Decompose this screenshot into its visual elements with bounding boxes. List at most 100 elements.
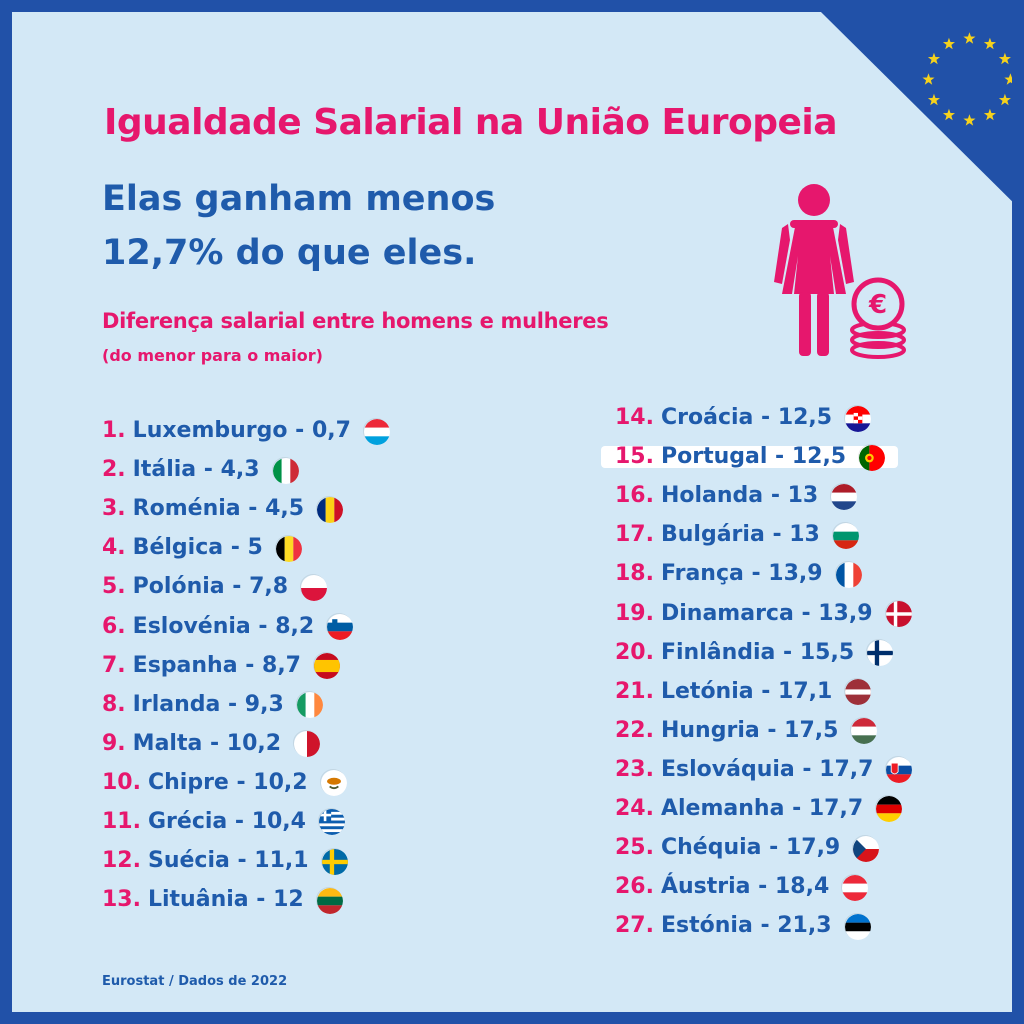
hungary-flag-icon [850, 717, 878, 745]
eu-star-icon [998, 52, 1011, 65]
country-list-right: 14. Croácia - 12,5 15. Portugal - 12,5 16. Ho… [600, 398, 913, 945]
headline-line-1: Elas ganham menos [102, 179, 496, 219]
eu-star-icon [998, 93, 1011, 106]
country-label: Holanda - 13 [660, 483, 819, 509]
country-rank: 27. [615, 913, 654, 939]
country-row: 19. Dinamarca - 13,9 [615, 593, 912, 632]
italy-flag-icon [271, 456, 299, 484]
woman-with-euro-coins-icon: € [774, 184, 906, 359]
country-rank: 6. [102, 613, 126, 639]
country-label: Espanha - 8,7 [132, 652, 301, 678]
country-rank: 25. [615, 835, 654, 861]
estonia-flag-icon [843, 912, 871, 940]
country-label: Bélgica - 5 [132, 535, 263, 561]
country-row: 13. Lituânia - 12 [102, 880, 389, 919]
country-rank: 2. [102, 457, 126, 483]
country-list-left: 1. Luxemburgo - 0,7 2. Itália - 4,3 3. Roméni… [102, 411, 390, 919]
eu-star-icon [983, 108, 996, 121]
country-row: 23. Eslováquia - 17,7 [615, 750, 913, 789]
country-label: Dinamarca - 13,9 [660, 600, 873, 626]
country-rank: 15. [615, 444, 654, 470]
country-rank: 17. [615, 522, 654, 548]
country-label: Croácia - 12,5 [660, 405, 833, 431]
country-label: Luxemburgo - 0,7 [132, 418, 351, 444]
country-row: 20. Finlândia - 15,5 [615, 633, 911, 672]
country-rank: 19. [615, 600, 654, 626]
latvia-flag-icon [844, 678, 872, 706]
lithuania-flag-icon [315, 886, 343, 914]
eu-star-icon [983, 37, 996, 50]
country-rank: 12. [102, 848, 141, 874]
country-rank: 14. [615, 405, 654, 431]
croatia-flag-icon [844, 404, 872, 432]
country-label: Grécia - 10,4 [147, 808, 306, 834]
country-rank: 22. [615, 717, 654, 743]
country-label: Hungria - 17,5 [660, 717, 839, 743]
country-row: 21. Letónia - 17,1 [615, 672, 911, 711]
slovakia-flag-icon [885, 756, 913, 784]
malta-flag-icon [293, 730, 321, 758]
country-rank: 26. [615, 874, 654, 900]
austria-flag-icon [841, 873, 869, 901]
country-label: Suécia - 11,1 [147, 848, 309, 874]
country-rank: 4. [102, 535, 126, 561]
ireland-flag-icon [295, 691, 323, 719]
country-row: 3. Roménia - 4,5 [102, 489, 389, 528]
country-label: Estónia - 21,3 [660, 913, 832, 939]
bulgaria-flag-icon [831, 521, 859, 549]
country-label: Lituânia - 12 [147, 887, 304, 913]
country-rank: 1. [102, 418, 126, 444]
source-note: Eurostat / Dados de 2022 [102, 974, 288, 989]
eu-star-icon [927, 93, 941, 106]
section-subtitle: Diferença salarial entre homens e mulher… [102, 309, 609, 333]
country-row: 7. Espanha - 8,7 [102, 646, 389, 685]
country-rank: 13. [102, 887, 141, 913]
country-row: 16. Holanda - 13 [615, 476, 911, 515]
country-rank: 10. [102, 769, 141, 795]
country-label: França - 13,9 [660, 561, 823, 587]
country-row: 11. Grécia - 10,4 [102, 802, 389, 841]
germany-flag-icon [875, 795, 903, 823]
eu-star-icon [942, 108, 956, 121]
country-row: 9. Malta - 10,2 [102, 724, 389, 763]
country-label: Chéquia - 17,9 [660, 835, 841, 861]
country-rank: 16. [615, 483, 654, 509]
svg-text:€: € [868, 290, 887, 320]
country-row: 1. Luxemburgo - 0,7 [102, 411, 390, 450]
czechia-flag-icon [852, 834, 880, 862]
finland-flag-icon [866, 639, 894, 667]
headline-line-2: 12,7% do que eles. [102, 233, 477, 273]
country-rank: 24. [615, 795, 654, 821]
luxembourg-flag-icon [362, 417, 390, 445]
sweden-flag-icon [320, 847, 348, 875]
country-rank: 8. [102, 691, 126, 717]
eu-star-icon [1004, 73, 1012, 85]
eu-star-icon [963, 114, 976, 126]
country-label: Bulgária - 13 [660, 522, 820, 548]
country-label: Roménia - 4,5 [132, 496, 305, 522]
country-rank: 18. [615, 561, 654, 587]
netherlands-flag-icon [830, 482, 858, 510]
country-row: 10. Chipre - 10,2 [102, 763, 389, 802]
country-row: 6. Eslovénia - 8,2 [102, 606, 389, 645]
country-rank: 9. [102, 730, 126, 756]
country-row: 12. Suécia - 11,1 [102, 841, 389, 880]
country-row: 26. Áustria - 18,4 [615, 867, 911, 906]
portugal-flag-icon [858, 443, 886, 471]
country-row: 14. Croácia - 12,5 [615, 398, 911, 437]
country-row: 8. Irlanda - 9,3 [102, 685, 389, 724]
country-rank: 5. [102, 574, 126, 600]
country-row: 5. Polónia - 7,8 [102, 567, 389, 606]
greece-flag-icon [317, 808, 345, 836]
country-rank: 7. [102, 652, 126, 678]
country-row: 2. Itália - 4,3 [102, 450, 389, 489]
spain-flag-icon [312, 652, 340, 680]
country-rank: 20. [615, 639, 654, 665]
country-row: 4. Bélgica - 5 [102, 528, 389, 567]
eu-star-icon [963, 32, 976, 44]
country-row: 22. Hungria - 17,5 [615, 711, 911, 750]
romania-flag-icon [316, 495, 344, 523]
country-row: 15. Portugal - 12,5 [600, 437, 911, 476]
country-row: 24. Alemanha - 17,7 [615, 789, 911, 828]
country-label: Irlanda - 9,3 [132, 691, 284, 717]
